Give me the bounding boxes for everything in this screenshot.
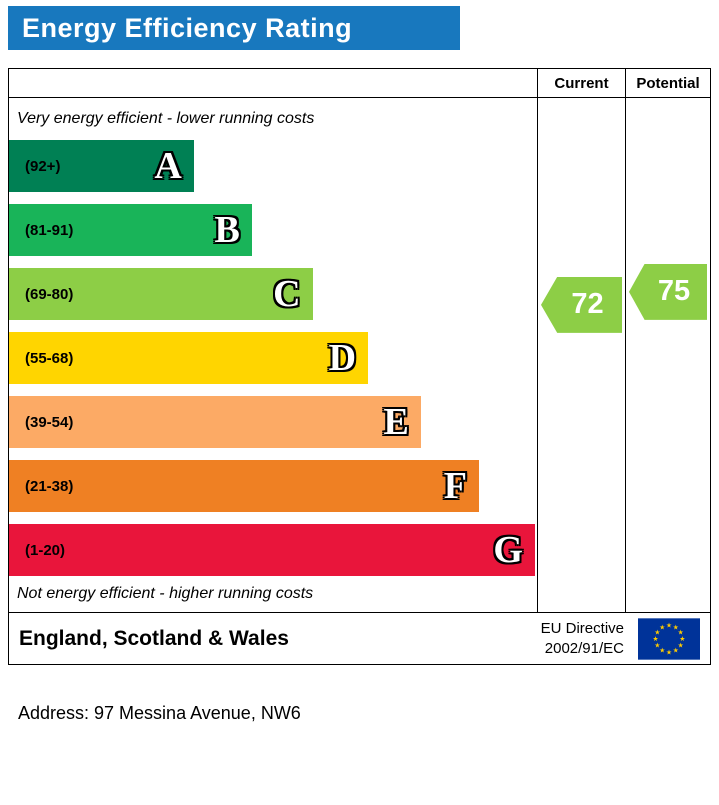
band-bar-a: (92+) A [9,140,194,192]
band-row-f: (21-38) F [9,460,537,512]
top-note: Very energy efficient - lower running co… [17,110,315,127]
svg-text:★: ★ [666,648,672,656]
band-row-b: (81-91) B [9,204,537,256]
chart-header-spacer [9,69,538,97]
band-range-label: (21-38) [25,477,74,495]
band-range-label: (92+) [25,157,61,175]
band-bar-b: (81-91) B [9,204,252,256]
current-column-header: Current [538,69,626,97]
eu-directive-line2: 2002/91/EC [544,639,624,657]
band-letter: F [443,465,467,507]
page-title: Energy Efficiency Rating [22,12,353,43]
svg-text:★: ★ [654,641,660,649]
svg-text:★: ★ [673,646,679,654]
band-range-label: (39-54) [25,413,74,431]
svg-text:★: ★ [678,641,684,649]
chart-body: Very energy efficient - lower running co… [9,98,710,612]
band-bar-g: (1-20) G [9,524,535,576]
energy-efficiency-chart: Current Potential Very energy efficient … [8,68,711,665]
potential-rating-column: 75 [626,98,710,612]
band-row-e: (39-54) E [9,396,537,448]
svg-text:★: ★ [659,646,665,654]
band-bar-d: (55-68) D [9,332,369,384]
band-letter: C [273,273,301,315]
potential-rating-arrow: 75 [629,263,707,320]
svg-text:★: ★ [678,628,684,636]
band-row-g: (1-20) G [9,524,537,576]
band-bar-e: (39-54) E [9,396,421,448]
current-rating-arrow: 72 [541,276,622,333]
band-letter: G [493,529,523,571]
bands-area: Very energy efficient - lower running co… [9,98,538,612]
svg-text:★: ★ [666,621,672,629]
bottom-note: Not energy efficient - higher running co… [17,585,314,602]
current-rating-value: 72 [571,288,604,321]
eu-flag-icon: ★ ★ ★ ★ ★ ★ ★ ★ ★ ★ ★ ★ [638,617,700,660]
svg-text:★: ★ [679,635,685,643]
svg-text:★: ★ [673,623,679,631]
region-label: England, Scotland & Wales [19,626,289,650]
band-row-a: (92+) A [9,140,537,192]
svg-text:★: ★ [654,628,660,636]
band-letter: A [154,145,182,187]
band-bar-c: (69-80) C [9,268,313,320]
page-title-bar: Energy Efficiency Rating [8,6,460,50]
chart-footer: England, Scotland & Wales EU Directive 2… [9,612,710,664]
band-range-label: (69-80) [25,285,74,303]
svg-text:★: ★ [653,635,659,643]
eu-directive-line1: EU Directive [540,620,624,637]
band-range-label: (1-20) [25,541,66,559]
band-row-d: (55-68) D [9,332,537,384]
band-letter: D [328,337,357,379]
band-range-label: (55-68) [25,349,74,367]
band-letter: E [383,401,409,443]
rating-bands: (92+) A (81-91) B (69-80) C (55-68) D (39-54) E (2… [9,140,537,576]
eu-directive-label: EU Directive 2002/91/EC [541,619,624,658]
address-line: Address: 97 Messina Avenue, NW6 [18,703,301,723]
current-rating-column: 72 [538,98,626,612]
band-row-c: (69-80) C [9,268,537,320]
svg-text:★: ★ [659,623,665,631]
potential-rating-value: 75 [657,275,691,308]
chart-header-row: Current Potential [9,69,710,98]
band-letter: B [214,209,240,251]
band-bar-f: (21-38) F [9,460,479,512]
band-range-label: (81-91) [25,221,74,239]
potential-column-header: Potential [636,74,700,92]
